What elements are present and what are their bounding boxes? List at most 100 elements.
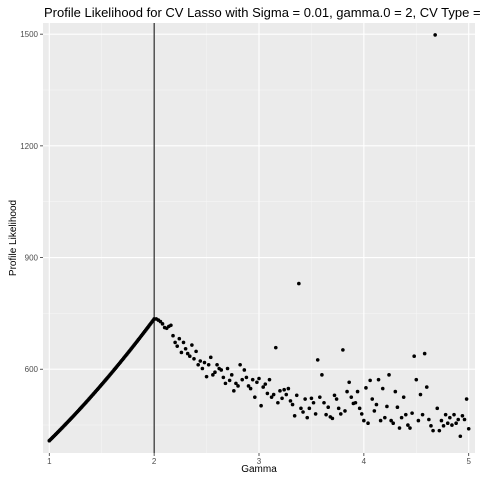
- scatter-point: [301, 410, 305, 414]
- scatter-point: [192, 357, 196, 361]
- scatter-point: [416, 418, 421, 423]
- y-tick-label: 1200: [20, 142, 38, 151]
- scatter-point: [376, 377, 381, 382]
- scatter-point: [418, 392, 423, 397]
- scatter-point: [232, 389, 236, 393]
- scatter-point: [292, 413, 297, 418]
- scatter-point: [185, 351, 190, 356]
- scatter-point: [169, 323, 173, 328]
- scatter-point: [311, 400, 316, 405]
- scatter-point: [276, 400, 280, 405]
- scatter-point: [338, 412, 343, 416]
- scatter-point: [211, 373, 215, 377]
- scatter-point: [433, 33, 437, 37]
- scatter-point: [225, 366, 230, 371]
- scatter-point: [427, 417, 431, 422]
- scatter-point: [359, 412, 364, 416]
- y-tick-label: 1500: [20, 30, 38, 39]
- scatter-point: [227, 378, 232, 383]
- scatter-point: [355, 389, 360, 394]
- scatter-point: [452, 412, 456, 417]
- scatter-point: [412, 354, 416, 359]
- scatter-point: [362, 418, 366, 423]
- scatter-point: [437, 428, 442, 433]
- y-tick-label: 600: [25, 365, 39, 374]
- scatter-point: [383, 415, 387, 420]
- scatter-point: [435, 406, 440, 411]
- scatter-point: [198, 359, 203, 363]
- scatter-point: [401, 395, 406, 399]
- scatter-point: [429, 424, 433, 428]
- scatter-point: [408, 426, 412, 430]
- scatter-point: [330, 416, 335, 421]
- scatter-point: [221, 375, 226, 380]
- scatter-point: [290, 402, 295, 407]
- scatter-point: [288, 399, 293, 403]
- scatter-point: [414, 377, 419, 382]
- scatter-point: [315, 358, 320, 362]
- scatter-point: [202, 360, 207, 365]
- scatter-point: [267, 377, 272, 382]
- scatter-point: [278, 389, 282, 393]
- scatter-point: [364, 386, 368, 390]
- scatter-point: [253, 395, 257, 399]
- scatter-point: [403, 412, 408, 417]
- scatter-point: [173, 340, 177, 345]
- scatter-point: [286, 386, 291, 391]
- scatter-point: [439, 418, 444, 423]
- scatter-point: [204, 374, 209, 379]
- scatter-point: [181, 340, 186, 345]
- scatter-point: [462, 417, 467, 422]
- scatter-point: [215, 362, 219, 367]
- scatter-point: [372, 409, 377, 413]
- x-tick-label: 3: [257, 457, 262, 466]
- scatter-point: [219, 368, 224, 372]
- scatter-point: [349, 395, 354, 399]
- scatter-point: [395, 405, 400, 410]
- scatter-point: [336, 406, 341, 411]
- scatter-point: [236, 384, 240, 388]
- scatter-point: [410, 411, 414, 415]
- data-points: [47, 33, 471, 443]
- scatter-point: [357, 406, 362, 411]
- scatter-point: [190, 343, 194, 347]
- y-tick-label: 900: [25, 254, 39, 263]
- scatter-point: [420, 412, 425, 417]
- scatter-point: [263, 382, 268, 386]
- scatter-point: [456, 417, 461, 422]
- scatter-point: [332, 393, 337, 398]
- scatter-point: [271, 392, 276, 397]
- scatter-point: [175, 344, 180, 348]
- x-tick-label: 2: [152, 457, 157, 466]
- scatter-point: [380, 386, 385, 391]
- scatter-point: [334, 397, 339, 401]
- scatter-point: [305, 415, 310, 420]
- scatter-point: [393, 389, 398, 394]
- scatter-point: [441, 424, 446, 428]
- scatter-point: [255, 380, 259, 385]
- scatter-point: [313, 412, 318, 416]
- scatter-point: [299, 406, 303, 411]
- scatter-point: [261, 385, 265, 389]
- scatter-point: [341, 348, 345, 352]
- x-tick-label: 5: [466, 457, 471, 466]
- scatter-point: [303, 397, 307, 401]
- scatter-point: [368, 378, 372, 383]
- scatter-point: [294, 393, 299, 398]
- scatter-point: [179, 350, 184, 355]
- scatter-point: [213, 370, 217, 375]
- scatter-point: [238, 362, 242, 367]
- scatter-point: [389, 418, 393, 423]
- x-tick-label: 4: [362, 457, 367, 466]
- scatter-point: [194, 349, 198, 354]
- scatter-point: [160, 322, 165, 326]
- scatter-point: [171, 333, 175, 338]
- scatter-point: [387, 373, 391, 377]
- scatter-point: [378, 418, 383, 423]
- scatter-point: [248, 386, 253, 391]
- scatter-point: [318, 395, 322, 399]
- scatter-point: [345, 389, 349, 394]
- scatter-point: [464, 397, 469, 401]
- scatter-point: [183, 346, 188, 351]
- scatter-point: [391, 421, 396, 426]
